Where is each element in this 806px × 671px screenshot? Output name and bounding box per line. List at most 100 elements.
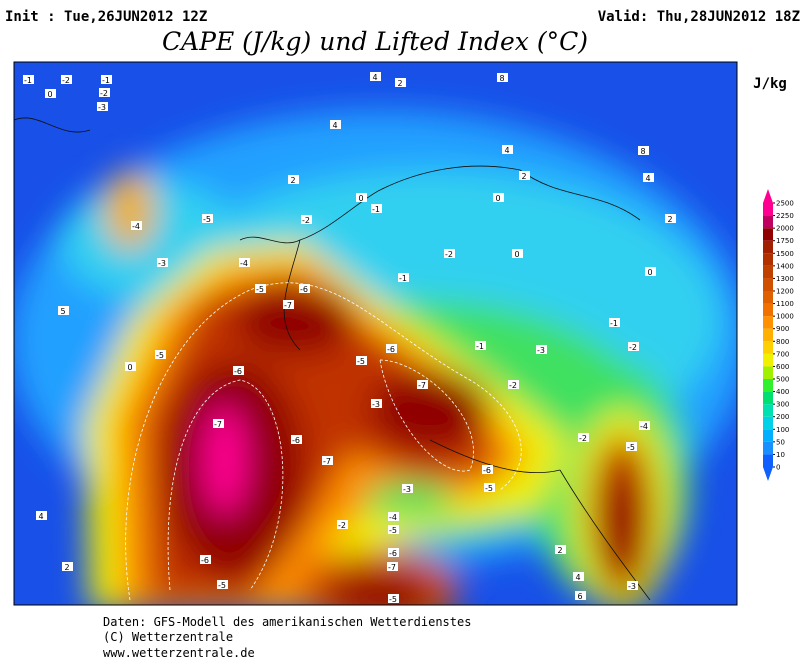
contour-label: -3 — [158, 259, 166, 268]
colorbar-segment — [763, 253, 773, 266]
colorbar-segment — [763, 265, 773, 279]
colorbar-label: 1200 — [776, 288, 794, 296]
contour-label: -6 — [387, 345, 395, 354]
contour-label: 2 — [557, 546, 562, 555]
contour-label-box — [370, 72, 381, 81]
contour-label: -5 — [389, 526, 397, 535]
contour-label: 4 — [372, 73, 377, 82]
footer-line: www.wetterzentrale.de — [103, 646, 255, 660]
contour-label: 4 — [332, 121, 337, 130]
contour-label-box — [288, 175, 299, 184]
colorbar-label: 400 — [776, 388, 789, 396]
colorbar-segment — [763, 291, 773, 304]
contour-label: -5 — [156, 351, 164, 360]
contour-label: 6 — [577, 592, 582, 601]
contour-label: 0 — [47, 90, 52, 99]
colorbar-segment — [763, 303, 773, 317]
contour-label: 0 — [495, 194, 500, 203]
contour-label: -2 — [302, 216, 310, 225]
contour-label: -7 — [388, 563, 396, 572]
colorbar-unit: J/kg — [753, 76, 787, 92]
contour-label: -5 — [203, 215, 211, 224]
contour-label-box — [388, 512, 399, 521]
contour-label: -6 — [483, 466, 491, 475]
contour-label: -6 — [292, 436, 300, 445]
colorbar: 0 10 50 100 200 300 400 500 600 700 800 900 1000 1100… — [763, 189, 794, 481]
contour-label: 2 — [521, 172, 526, 181]
contour-label-box — [665, 214, 676, 223]
colorbar-segment — [763, 341, 773, 354]
contour-label-box — [97, 102, 108, 111]
contour-label: -1 — [102, 76, 110, 85]
contour-label-box — [36, 511, 47, 520]
contour-label-box — [371, 399, 382, 408]
contour-label-box — [628, 342, 639, 351]
contour-label-box — [202, 214, 213, 223]
contour-label-box — [233, 366, 244, 375]
contour-label: -4 — [640, 422, 648, 431]
colorbar-segment — [763, 429, 773, 442]
colorbar-label: 1000 — [776, 313, 794, 321]
colorbar-label: 900 — [776, 325, 789, 333]
contour-label-box — [643, 173, 654, 182]
map: -1 -2 -1 0 -2 -3 4 2 8 4 4 8 4 2 2 0 -1 0 2 -5 -4 -2 -2 0 0 -3 -4 -… — [14, 62, 737, 605]
contour-label-box — [239, 258, 250, 267]
colorbar-label: 2000 — [776, 225, 794, 233]
colorbar-segment — [763, 416, 773, 430]
contour-label: -5 — [627, 443, 635, 452]
colorbar-segment — [763, 278, 773, 291]
contour-label-box — [502, 145, 513, 154]
colorbar-label: 1400 — [776, 262, 794, 270]
contour-label-box — [639, 421, 650, 430]
contour-label-box — [388, 594, 399, 603]
contour-label: -1 — [372, 205, 380, 214]
contour-label: -5 — [256, 285, 264, 294]
contour-label-box — [575, 591, 586, 600]
contour-label-box — [626, 442, 637, 451]
contour-label-box — [402, 484, 413, 493]
colorbar-segment — [763, 404, 773, 417]
contour-label-box — [508, 380, 519, 389]
colorbar-label: 300 — [776, 401, 789, 409]
contour-label-box — [398, 273, 409, 282]
contour-label-box — [388, 548, 399, 557]
contour-label: -1 — [399, 274, 407, 283]
contour-label-box — [417, 380, 428, 389]
contour-label-box — [301, 215, 312, 224]
contour-label-box — [99, 88, 110, 97]
contour-label-box — [519, 171, 530, 180]
contour-label: -6 — [234, 367, 242, 376]
contour-label: -4 — [240, 259, 248, 268]
contour-label: -3 — [403, 485, 411, 494]
contour-label: 0 — [647, 268, 652, 277]
colorbar-label: 0 — [776, 464, 780, 472]
contour-label-box — [371, 204, 382, 213]
colorbar-segment — [763, 240, 773, 254]
contour-label: -2 — [579, 434, 587, 443]
contour-label: -3 — [537, 346, 545, 355]
colorbar-label: 800 — [776, 338, 789, 346]
contour-label: 2 — [667, 215, 672, 224]
contour-label-box — [638, 146, 649, 155]
colorbar-label: 10 — [776, 451, 785, 459]
contour-label-box — [645, 267, 656, 276]
contour-label: 0 — [127, 363, 132, 372]
contour-label: 5 — [60, 307, 65, 316]
contour-label: 4 — [575, 573, 580, 582]
colorbar-label: 1500 — [776, 250, 794, 258]
contour-label-box — [157, 258, 168, 267]
contour-label-box — [475, 341, 486, 350]
contour-label: 2 — [397, 79, 402, 88]
contour-label-box — [155, 350, 166, 359]
colorbar-segment — [763, 441, 773, 455]
contour-label-box — [536, 345, 547, 354]
contour-label-box — [555, 545, 566, 554]
colorbar-end — [763, 189, 773, 203]
footer-line: Daten: GFS-Modell des amerikanischen Wet… — [103, 615, 471, 629]
contour-label: -3 — [372, 400, 380, 409]
contour-label: -4 — [132, 222, 140, 231]
contour-label-box — [484, 483, 495, 492]
contour-label: -2 — [62, 76, 70, 85]
contour-label: -2 — [509, 381, 517, 390]
colorbar-segment — [763, 203, 773, 216]
